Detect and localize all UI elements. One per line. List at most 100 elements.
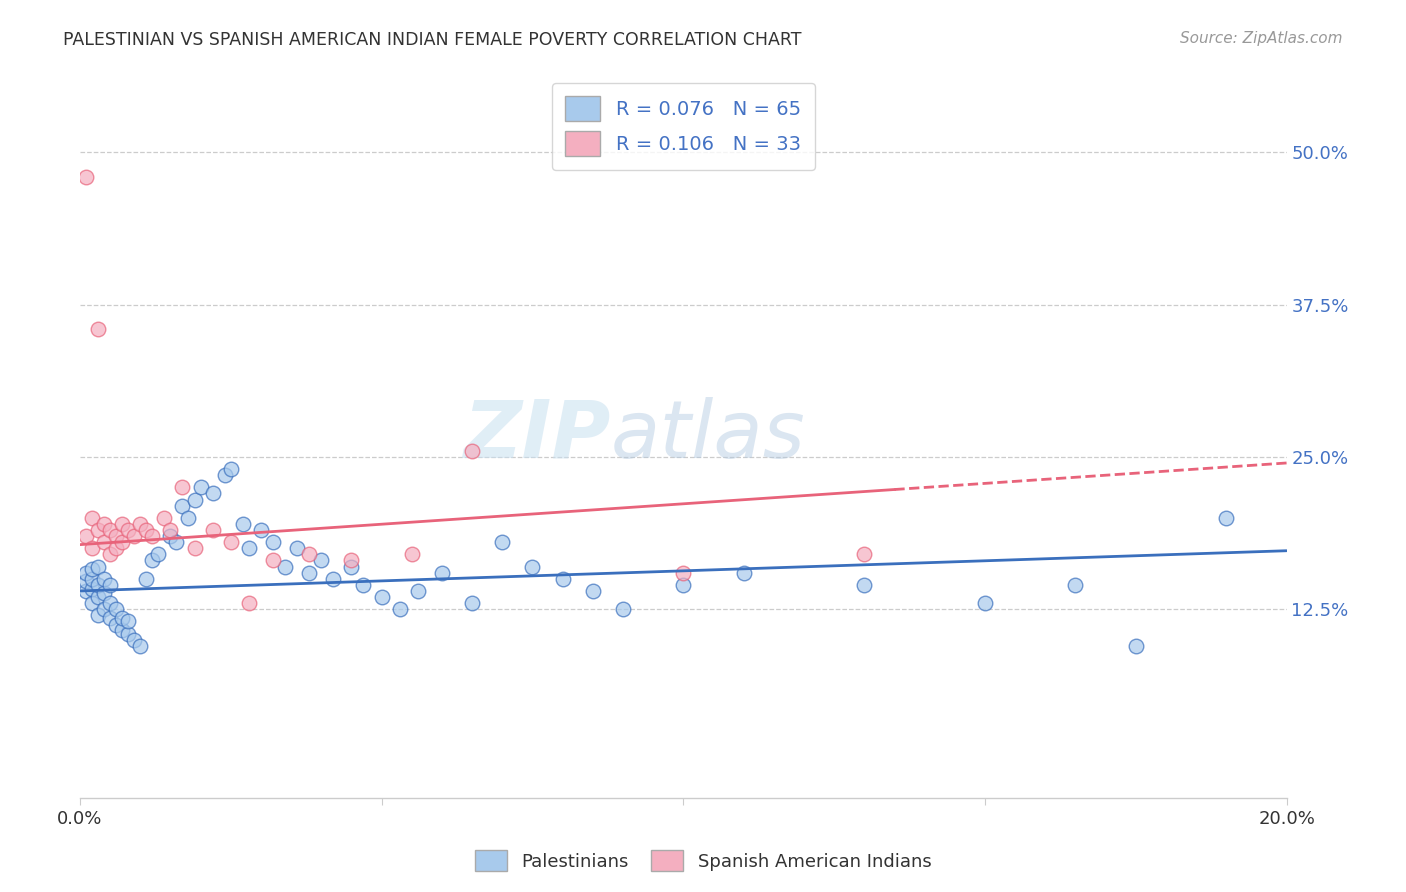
Point [98, 523, 121, 537]
Point [219, 462, 242, 476]
Point [172, 499, 194, 513]
Point [141, 529, 163, 543]
Point [129, 516, 152, 531]
Point [352, 578, 374, 592]
Point [322, 572, 344, 586]
Point [406, 583, 429, 598]
Point [98, 611, 121, 625]
Point [1215, 511, 1237, 525]
Point [117, 523, 139, 537]
Point [430, 566, 453, 580]
Text: PALESTINIAN VS SPANISH AMERICAN INDIAN FEMALE POVERTY CORRELATION CHART: PALESTINIAN VS SPANISH AMERICAN INDIAN F… [63, 31, 801, 49]
Point [93, 586, 115, 600]
Point [141, 553, 163, 567]
Point [75, 583, 97, 598]
Point [551, 572, 574, 586]
Point [135, 523, 157, 537]
Point [853, 578, 876, 592]
Point [214, 468, 236, 483]
Point [612, 602, 634, 616]
Point [117, 626, 139, 640]
Point [219, 535, 242, 549]
Point [129, 639, 152, 653]
Point [340, 553, 363, 567]
Point [262, 553, 284, 567]
Point [401, 548, 423, 562]
Point [183, 541, 205, 556]
Point [974, 596, 997, 610]
Point [1064, 578, 1087, 592]
Point [285, 541, 308, 556]
Point [298, 566, 321, 580]
Point [87, 322, 110, 336]
Point [93, 602, 115, 616]
Point [98, 548, 121, 562]
Point [87, 608, 110, 623]
Point [190, 480, 212, 494]
Point [232, 516, 254, 531]
Point [111, 611, 134, 625]
Point [93, 516, 115, 531]
Point [87, 523, 110, 537]
Text: atlas: atlas [610, 397, 806, 475]
Point [370, 590, 392, 604]
Point [98, 578, 121, 592]
Point [122, 529, 145, 543]
Point [93, 572, 115, 586]
Point [672, 566, 695, 580]
Point [172, 480, 194, 494]
Point [80, 562, 103, 576]
Point [177, 511, 200, 525]
Point [582, 583, 605, 598]
Point [135, 572, 157, 586]
Point [98, 596, 121, 610]
Point [93, 535, 115, 549]
Text: ZIP: ZIP [464, 397, 610, 475]
Point [122, 632, 145, 647]
Point [309, 553, 332, 567]
Point [461, 443, 484, 458]
Point [75, 529, 97, 543]
Legend: Palestinians, Spanish American Indians: Palestinians, Spanish American Indians [467, 843, 939, 879]
Point [340, 559, 363, 574]
Point [165, 535, 187, 549]
Point [250, 523, 273, 537]
Point [87, 578, 110, 592]
Point [75, 574, 97, 589]
Point [105, 541, 128, 556]
Point [159, 529, 181, 543]
Point [117, 615, 139, 629]
Point [672, 578, 695, 592]
Point [80, 511, 103, 525]
Point [80, 582, 103, 596]
Point [262, 535, 284, 549]
Point [853, 548, 876, 562]
Point [238, 541, 260, 556]
Point [159, 523, 181, 537]
Point [201, 486, 224, 500]
Legend: R = 0.076   N = 65, R = 0.106   N = 33: R = 0.076 N = 65, R = 0.106 N = 33 [551, 83, 814, 169]
Point [491, 535, 513, 549]
Point [111, 623, 134, 637]
Point [148, 548, 170, 562]
Point [80, 572, 103, 586]
Point [183, 492, 205, 507]
Point [298, 548, 321, 562]
Point [87, 559, 110, 574]
Text: Source: ZipAtlas.com: Source: ZipAtlas.com [1180, 31, 1343, 46]
Point [111, 535, 134, 549]
Point [105, 529, 128, 543]
Point [87, 590, 110, 604]
Point [388, 602, 411, 616]
Point [75, 566, 97, 580]
Point [274, 559, 297, 574]
Point [75, 169, 97, 184]
Point [1125, 639, 1147, 653]
Point [238, 596, 260, 610]
Point [105, 618, 128, 632]
Point [201, 523, 224, 537]
Point [733, 566, 755, 580]
Point [461, 596, 484, 610]
Point [80, 596, 103, 610]
Point [522, 559, 544, 574]
